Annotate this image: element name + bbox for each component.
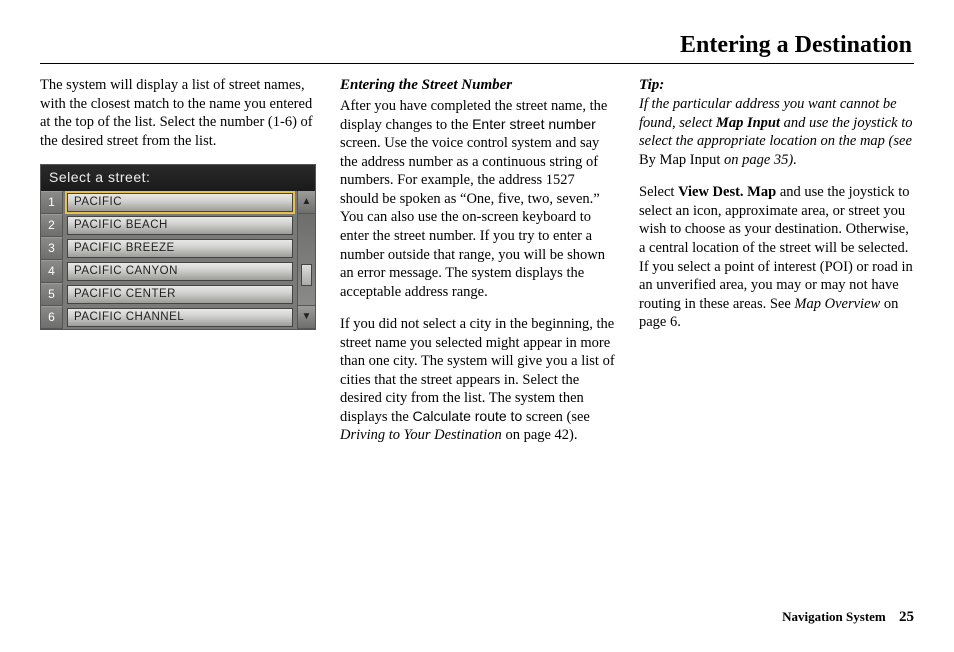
list-label: PACIFIC CHANNEL <box>67 308 293 327</box>
scroll-up-icon[interactable]: ▲ <box>298 191 315 214</box>
footer-label: Navigation System <box>782 609 886 624</box>
text: on page 35). <box>720 152 797 168</box>
list-number: 4 <box>41 260 63 283</box>
reference: Map Overview <box>794 296 880 312</box>
reference: By Map Input <box>639 152 720 168</box>
list-label: PACIFIC BREEZE <box>67 239 293 258</box>
text: on page 42). <box>502 427 578 443</box>
tip-body: If the particular address you want canno… <box>639 96 912 168</box>
screen-name: Enter street number <box>472 116 596 132</box>
tip-paragraph: Tip: If the particular address you want … <box>639 76 914 169</box>
keyword: Map Input <box>716 115 780 131</box>
keyword: View Dest. Map <box>678 184 776 200</box>
list-label: PACIFIC BEACH <box>67 216 293 235</box>
column-1: The system will display a list of street… <box>40 76 316 459</box>
text: Select <box>639 184 678 200</box>
list-item[interactable]: 6 PACIFIC CHANNEL <box>41 306 297 329</box>
text: screen. Use the voice control system and… <box>340 135 605 299</box>
scroll-thumb[interactable] <box>301 264 312 286</box>
device-body: 1 PACIFIC 2 PACIFIC BEACH 3 PACIFIC BREE… <box>41 191 315 329</box>
device-header: Select a street: <box>41 165 315 191</box>
page: Entering a Destination The system will d… <box>0 0 954 459</box>
text: and use the joystick to select an icon, … <box>639 184 913 311</box>
scroll-down-icon[interactable]: ▼ <box>298 306 315 329</box>
list-number: 2 <box>41 214 63 237</box>
scrollbar[interactable]: ▲ ▼ <box>297 191 315 329</box>
device-list: 1 PACIFIC 2 PACIFIC BEACH 3 PACIFIC BREE… <box>41 191 297 329</box>
list-item[interactable]: 4 PACIFIC CANYON <box>41 260 297 283</box>
list-label: PACIFIC CENTER <box>67 285 293 304</box>
column-3: Tip: If the particular address you want … <box>639 76 914 459</box>
list-label: PACIFIC <box>67 193 293 212</box>
paragraph: After you have completed the street name… <box>340 97 615 301</box>
reference: Driving to Your Destination <box>340 427 502 443</box>
list-label: PACIFIC CANYON <box>67 262 293 281</box>
list-item[interactable]: 5 PACIFIC CENTER <box>41 283 297 306</box>
scroll-track[interactable] <box>298 214 315 306</box>
columns: The system will display a list of street… <box>40 76 914 459</box>
footer: Navigation System 25 <box>782 609 914 626</box>
paragraph: If you did not select a city in the begi… <box>340 315 615 445</box>
list-number: 1 <box>41 191 63 214</box>
list-number: 6 <box>41 306 63 329</box>
list-number: 3 <box>41 237 63 260</box>
column-2: Entering the Street Number After you hav… <box>340 76 615 459</box>
divider <box>40 63 914 64</box>
screen-name: Calculate route to <box>413 408 523 424</box>
list-number: 5 <box>41 283 63 306</box>
text: screen (see <box>522 409 590 425</box>
list-item[interactable]: 2 PACIFIC BEACH <box>41 214 297 237</box>
list-item[interactable]: 1 PACIFIC <box>41 191 297 214</box>
tip-label: Tip: <box>639 77 664 93</box>
list-item[interactable]: 3 PACIFIC BREEZE <box>41 237 297 260</box>
nav-device: Select a street: 1 PACIFIC 2 PACIFIC BEA… <box>40 164 316 330</box>
subheading: Entering the Street Number <box>340 76 615 95</box>
paragraph: Select View Dest. Map and use the joysti… <box>639 183 914 331</box>
page-number: 25 <box>899 609 914 625</box>
page-title: Entering a Destination <box>40 32 914 59</box>
intro-text: The system will display a list of street… <box>40 76 316 150</box>
